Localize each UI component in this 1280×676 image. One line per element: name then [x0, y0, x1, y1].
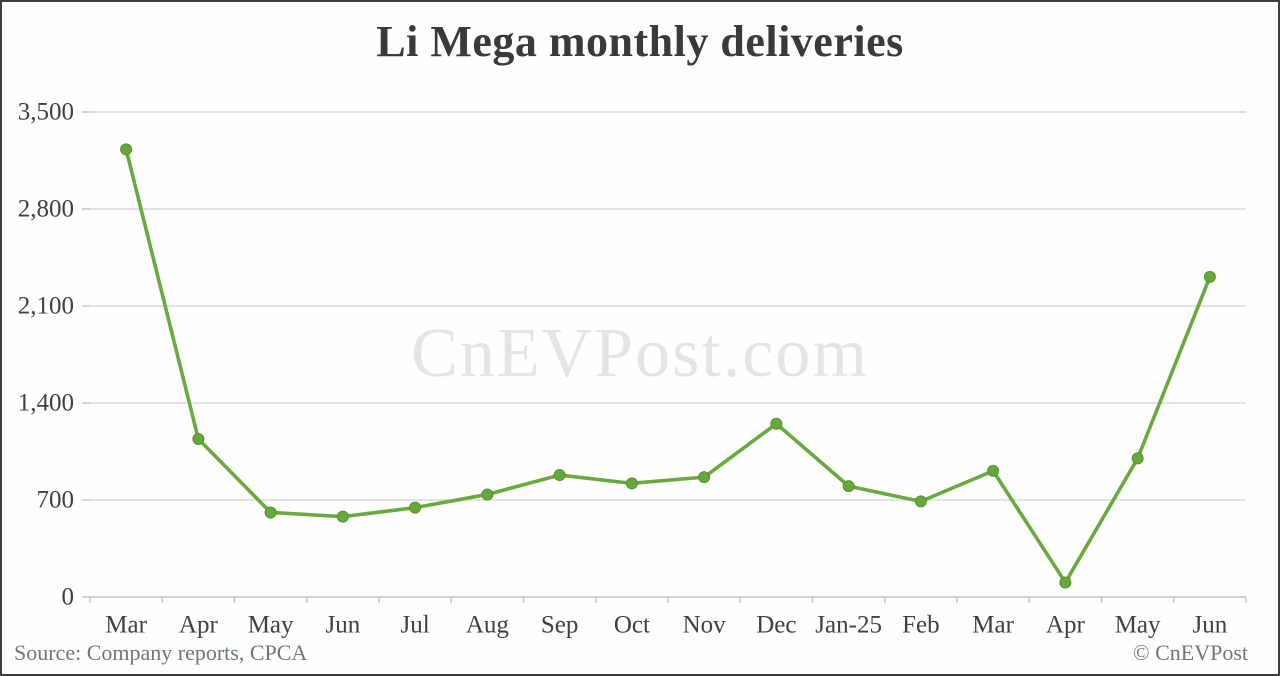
x-tick-label: May — [248, 612, 294, 639]
x-tick-label: Apr — [1046, 612, 1086, 639]
data-point-may-2 — [264, 506, 277, 519]
data-point-jun-3 — [336, 510, 349, 523]
data-point-jul-4 — [409, 501, 422, 514]
watermark: CnEVPost.com — [411, 315, 869, 392]
data-point-aug-5 — [481, 488, 494, 501]
x-tick-label: Jul — [401, 612, 430, 639]
data-point-nov-8 — [698, 471, 711, 484]
x-tick-label: Feb — [902, 612, 940, 639]
data-point-feb-11 — [914, 495, 927, 508]
x-tick-label: Oct — [614, 612, 650, 639]
x-tick-label: Nov — [683, 612, 727, 639]
x-tick-label: Jun — [326, 612, 361, 639]
x-tick-label: May — [1115, 612, 1161, 639]
x-tick-label: Mar — [972, 612, 1014, 639]
delivery-line — [124, 147, 1212, 585]
data-point-sep-6 — [553, 469, 566, 482]
data-point-oct-7 — [625, 477, 638, 490]
data-point-dec-9 — [770, 417, 783, 430]
data-point-may-14 — [1131, 452, 1144, 465]
x-tick-label: Jan-25 — [815, 612, 882, 639]
y-tick-label: 700 — [37, 487, 75, 514]
y-tick-label: 2,100 — [18, 293, 74, 320]
x-tick-label: Apr — [179, 612, 219, 639]
data-point-mar-0 — [120, 143, 133, 156]
y-tick-label: 3,500 — [18, 99, 74, 126]
data-point-jan-25-10 — [842, 480, 855, 493]
data-point-apr-13 — [1059, 576, 1072, 589]
y-tick-label: 0 — [62, 584, 75, 611]
x-tick-label: Jun — [1193, 612, 1228, 639]
x-tick-label: Sep — [541, 612, 579, 639]
data-point-apr-1 — [192, 433, 205, 446]
copyright-note: © CnEVPost — [1132, 640, 1248, 665]
source-note: Source: Company reports, CPCA — [14, 640, 308, 665]
chart-title: Li Mega monthly deliveries — [376, 17, 904, 66]
y-tick-label: 1,400 — [18, 390, 74, 417]
x-tick-label: Aug — [466, 612, 510, 639]
x-tick-label: Dec — [756, 612, 796, 639]
y-tick-label: 2,800 — [18, 196, 74, 223]
data-point-mar-12 — [987, 464, 1000, 477]
x-tick-label: Mar — [105, 612, 147, 639]
data-point-jun-15 — [1203, 270, 1216, 283]
